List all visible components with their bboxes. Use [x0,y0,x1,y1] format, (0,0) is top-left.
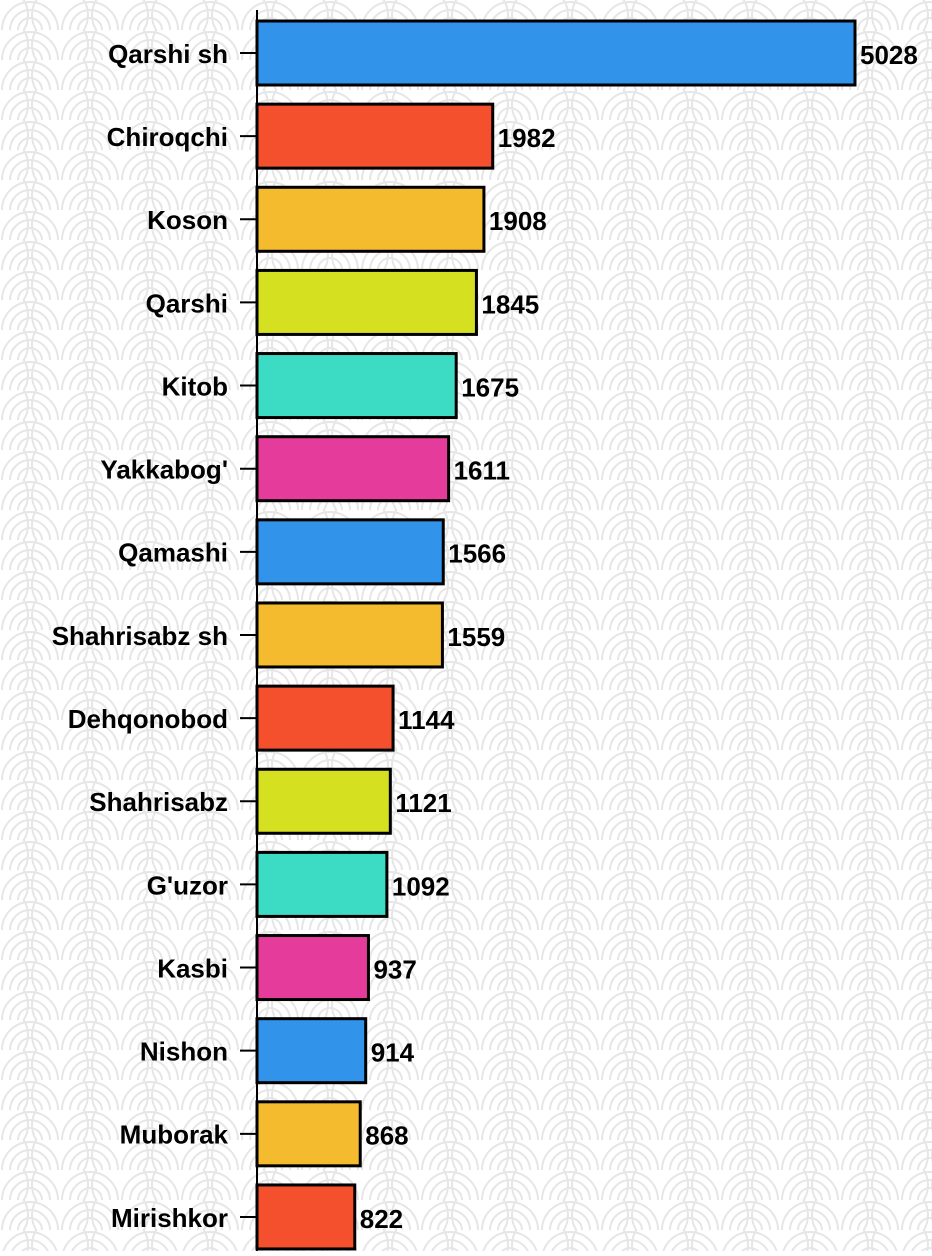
y-tick-label: Chiroqchi [107,122,228,152]
value-label: 1675 [461,372,519,402]
bar [255,1017,368,1085]
bar [255,102,495,170]
y-tick-label: Muborak [120,1120,229,1150]
y-tick-label: Nishon [140,1037,228,1067]
value-label: 1982 [498,123,556,153]
y-tick-label: Kasbi [157,953,228,983]
value-label: 914 [371,1038,415,1068]
y-tick-label: Qarshi [146,288,228,318]
value-label: 1144 [398,705,455,735]
bar [255,19,857,87]
y-tick-label: Qarshi sh [108,39,228,69]
bar [255,850,389,918]
bar [255,185,486,253]
value-label: 822 [360,1204,403,1234]
value-label: 937 [373,954,416,984]
bar [255,518,445,586]
y-tick-label: Shahrisabz sh [52,621,228,651]
value-label: 1845 [481,289,539,319]
y-tick-label: Koson [147,205,228,235]
y-tick-label: Yakkabog' [100,455,228,485]
y-tick-label: Shahrisabz [89,787,228,817]
value-label: 1566 [448,539,506,569]
bar [255,268,478,336]
y-tick-label: Mirishkor [111,1203,228,1233]
value-label: 1611 [454,456,510,486]
bar [255,352,458,420]
bar [255,934,370,1002]
bar [255,1183,357,1251]
y-tick-label: G'uzor [147,870,228,900]
value-label: 1121 [395,788,451,818]
y-tick-label: Qamashi [118,538,228,568]
bar [255,684,395,752]
value-label: 5028 [860,40,918,70]
value-label: 1092 [392,871,450,901]
value-label: 1559 [447,622,505,652]
value-label: 868 [365,1121,408,1151]
bar [255,601,444,669]
bar [255,435,451,503]
value-label: 1908 [489,206,547,236]
bar [255,1100,362,1168]
y-tick-label: Kitob [162,371,228,401]
y-tick-label: Dehqonobod [68,704,228,734]
bar [255,767,392,835]
